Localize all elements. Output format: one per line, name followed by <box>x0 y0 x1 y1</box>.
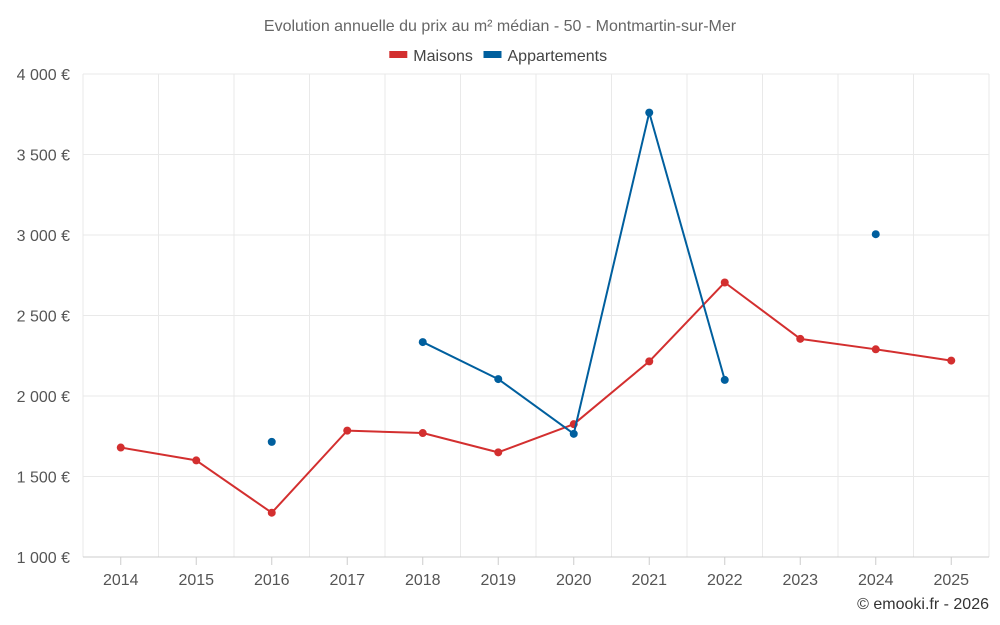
x-tick-label: 2017 <box>329 572 365 589</box>
x-tick-label: 2019 <box>480 572 516 589</box>
data-point <box>343 426 352 435</box>
data-point <box>569 429 578 438</box>
credit-text: © emooki.fr - 2026 <box>857 596 989 613</box>
y-gridlines <box>83 73 989 477</box>
data-point <box>871 345 880 354</box>
y-tick-label: 1 500 € <box>17 470 70 487</box>
series-maisons <box>116 278 956 517</box>
data-point <box>267 508 276 517</box>
data-point <box>116 443 125 452</box>
x-axis-ticks: 2014 2015 2016 2017 2018 2019 2020 2021 2022 2023… <box>103 557 969 589</box>
x-tick-label: 2021 <box>631 572 667 589</box>
series-line <box>120 281 952 514</box>
series-layer <box>116 108 956 517</box>
data-point <box>645 108 654 117</box>
x-tick-label: 2025 <box>933 572 969 589</box>
legend-swatch-maisons <box>389 51 408 58</box>
data-point <box>947 356 956 365</box>
x-tick-label: 2015 <box>178 572 214 589</box>
y-tick-label: 3 500 € <box>17 148 70 165</box>
x-tick-label: 2020 <box>556 572 592 589</box>
x-tick-label: 2022 <box>707 572 743 589</box>
y-axis-ticks: 1 000 € 1 500 € 2 000 € 2 500 € 3 000 € 3 500… <box>17 67 70 567</box>
y-tick-label: 1 000 € <box>17 550 70 567</box>
x-tick-label: 2016 <box>254 572 290 589</box>
data-point <box>494 448 503 457</box>
legend-swatch-appartements <box>483 51 502 58</box>
series-line <box>422 111 726 435</box>
y-tick-label: 2 000 € <box>17 389 70 406</box>
data-point <box>871 230 880 239</box>
data-point <box>494 375 503 384</box>
y-tick-label: 4 000 € <box>17 67 70 84</box>
data-point <box>796 334 805 343</box>
legend-label-maisons: Maisons <box>413 48 473 65</box>
data-point <box>267 437 276 446</box>
chart-title: Evolution annuelle du prix au m² médian … <box>264 18 737 35</box>
y-tick-label: 3 000 € <box>17 228 70 245</box>
data-point <box>720 278 729 287</box>
legend: Maisons Appartements <box>389 48 607 65</box>
x-tick-label: 2023 <box>782 572 818 589</box>
data-point <box>418 338 427 347</box>
series-appartements <box>267 108 880 446</box>
data-point <box>418 429 427 438</box>
data-point <box>720 375 729 384</box>
x-tick-label: 2024 <box>858 572 894 589</box>
legend-label-appartements: Appartements <box>508 48 608 65</box>
y-tick-label: 2 500 € <box>17 309 70 326</box>
x-tick-label: 2014 <box>103 572 139 589</box>
data-point <box>645 357 654 366</box>
data-point <box>192 456 201 465</box>
x-tick-label: 2018 <box>405 572 441 589</box>
